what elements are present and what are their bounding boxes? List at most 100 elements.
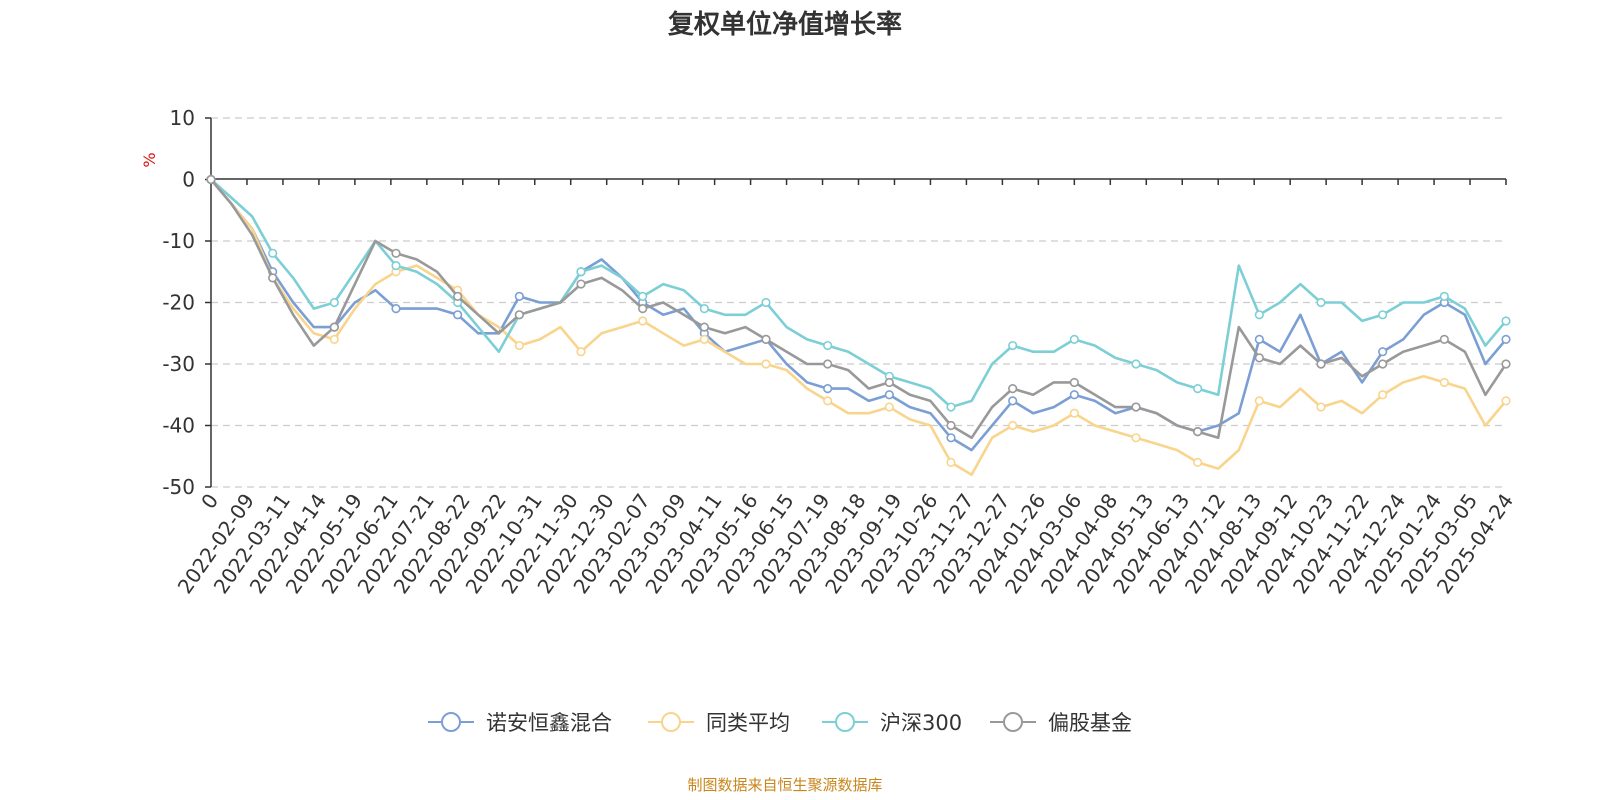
data-point xyxy=(576,279,586,289)
data-point xyxy=(1316,359,1326,369)
data-point xyxy=(1131,402,1141,412)
data-point xyxy=(638,316,648,326)
y-tick-label: -20 xyxy=(162,291,195,315)
data-point xyxy=(453,291,463,301)
data-point xyxy=(514,310,524,320)
data-point xyxy=(576,267,586,277)
data-point xyxy=(761,297,771,308)
data-point xyxy=(1008,384,1018,394)
series-line xyxy=(210,178,1507,452)
data-point xyxy=(1193,427,1203,437)
data-point xyxy=(453,310,463,320)
series-line xyxy=(210,178,1507,409)
data-point xyxy=(1008,396,1018,406)
data-point xyxy=(1069,377,1079,388)
data-point xyxy=(1254,310,1264,320)
data-point xyxy=(1254,334,1264,345)
y-axis-unit: % xyxy=(140,152,159,167)
data-point xyxy=(884,390,894,400)
y-tick-label: -30 xyxy=(162,352,195,376)
data-point xyxy=(206,174,216,185)
data-point xyxy=(761,334,771,345)
y-tick-label: 10 xyxy=(170,106,195,130)
legend-label: 沪深300 xyxy=(880,711,962,735)
legend-item[interactable]: 沪深300 xyxy=(822,711,962,735)
legend-item[interactable]: 同类平均 xyxy=(648,711,790,735)
series-3 xyxy=(206,174,1511,440)
data-point xyxy=(1254,396,1264,406)
legend-label: 诺安恒鑫混合 xyxy=(486,711,612,735)
data-point xyxy=(1378,359,1388,369)
y-tick-label: -50 xyxy=(162,475,195,499)
data-point xyxy=(823,359,833,369)
data-point xyxy=(699,322,709,332)
data-point xyxy=(391,304,401,314)
data-point xyxy=(1069,334,1079,345)
legend-marker-icon xyxy=(835,712,855,732)
data-point xyxy=(1316,297,1326,308)
data-point xyxy=(514,291,524,301)
data-point xyxy=(823,340,833,351)
data-point xyxy=(1501,396,1511,406)
data-point xyxy=(576,347,586,357)
data-point xyxy=(1378,347,1388,357)
series-0 xyxy=(206,174,1511,452)
data-point xyxy=(638,304,648,314)
data-point xyxy=(268,273,278,283)
y-tick-label: -40 xyxy=(162,414,195,438)
data-point xyxy=(699,334,709,345)
data-point xyxy=(1501,334,1511,345)
data-point xyxy=(1501,359,1511,369)
data-point xyxy=(946,402,956,412)
data-point xyxy=(1378,310,1388,320)
y-tick-label: -10 xyxy=(162,229,195,253)
data-point xyxy=(1439,377,1449,388)
data-point xyxy=(514,340,524,351)
legend-item[interactable]: 偏股基金 xyxy=(990,711,1132,735)
chart-title: 复权单位净值增长率 xyxy=(668,9,902,40)
legend-label: 偏股基金 xyxy=(1048,711,1132,735)
data-point xyxy=(823,396,833,406)
grid xyxy=(211,117,1506,488)
legend-marker-icon xyxy=(441,712,461,732)
data-point xyxy=(884,377,894,388)
data-point xyxy=(638,291,648,301)
data-point xyxy=(1131,433,1141,443)
data-point xyxy=(946,457,956,468)
data-point xyxy=(1193,384,1203,394)
data-point xyxy=(761,359,771,369)
data-point xyxy=(329,334,339,345)
data-point xyxy=(329,322,339,332)
data-point xyxy=(1131,359,1141,369)
series-lines xyxy=(206,174,1511,476)
data-point xyxy=(1254,353,1264,363)
series-line xyxy=(210,178,1507,476)
legend-marker-icon xyxy=(1003,712,1023,732)
legend-marker-icon xyxy=(661,712,681,732)
data-point xyxy=(946,420,956,431)
data-point xyxy=(823,384,833,394)
data-point xyxy=(1069,408,1079,418)
data-point xyxy=(1378,390,1388,400)
data-point xyxy=(1008,420,1018,431)
data-point xyxy=(1439,334,1449,345)
series-line xyxy=(210,178,1508,440)
data-point xyxy=(1439,291,1449,301)
x-tick-label: 0 xyxy=(196,489,223,513)
series-1 xyxy=(206,174,1511,476)
data-point xyxy=(1069,390,1079,400)
legend-item[interactable]: 诺安恒鑫混合 xyxy=(428,711,612,735)
data-point xyxy=(699,304,709,314)
data-point xyxy=(1316,402,1326,412)
legend[interactable]: 诺安恒鑫混合 同类平均 沪深300 偏股基金 xyxy=(428,711,1132,735)
data-point xyxy=(1008,340,1018,351)
y-tick-label: 0 xyxy=(182,168,195,192)
data-point xyxy=(329,297,339,308)
data-point xyxy=(268,248,278,258)
data-point xyxy=(391,261,401,271)
legend-label: 同类平均 xyxy=(706,711,790,735)
data-source-note: 制图数据来自恒生聚源数据库 xyxy=(687,776,882,794)
data-point xyxy=(391,248,401,258)
data-point xyxy=(884,402,894,412)
